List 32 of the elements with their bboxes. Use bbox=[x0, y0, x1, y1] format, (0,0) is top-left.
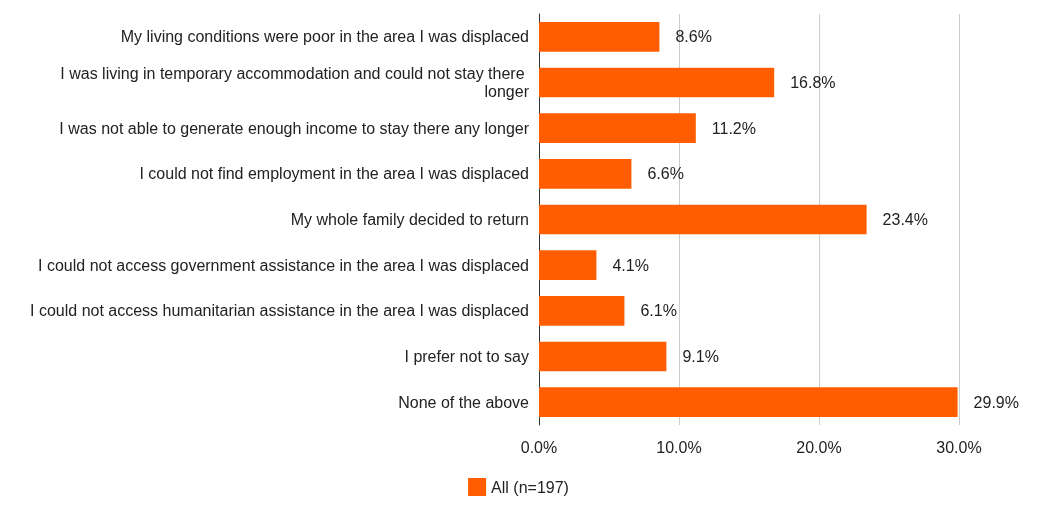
y-tick-label: I could not access government assistance in the area I was displaced bbox=[38, 256, 529, 274]
bar bbox=[539, 387, 958, 418]
data-label: 23.4% bbox=[882, 211, 928, 228]
data-label: 11.2% bbox=[711, 119, 756, 137]
y-tick-label: I could not access humanitarian assistance in the area I was displaced bbox=[30, 302, 529, 320]
data-label: 6.6% bbox=[647, 165, 684, 183]
x-tick-label: 30.0% bbox=[936, 438, 982, 456]
y-tick-label: I could not find employment in the area I was displaced bbox=[139, 165, 529, 183]
legend-label: All (n=197) bbox=[491, 478, 569, 496]
data-label: 4.1% bbox=[612, 256, 649, 274]
bar bbox=[539, 113, 696, 144]
y-tick-label: I prefer not to say bbox=[404, 348, 529, 365]
y-tick-label: I was living in temporary accommodation and could not stay there longer bbox=[60, 65, 530, 100]
bar bbox=[539, 67, 775, 98]
y-tick-label: I was not able to generate enough income to stay there any longer bbox=[59, 119, 530, 137]
data-label: 6.1% bbox=[640, 302, 677, 320]
data-label: 29.9% bbox=[973, 393, 1019, 411]
y-tick-label: None of the above bbox=[398, 393, 530, 411]
x-tick-label: 10.0% bbox=[656, 438, 702, 456]
bar bbox=[539, 295, 625, 326]
data-label: 8.6% bbox=[675, 28, 712, 46]
bar bbox=[539, 21, 660, 52]
y-tick-label: My whole family decided to return bbox=[290, 211, 529, 228]
bar bbox=[539, 341, 667, 372]
x-tick-label: 20.0% bbox=[796, 438, 842, 456]
x-tick-label: 0.0% bbox=[520, 438, 558, 456]
data-label: 16.8% bbox=[790, 74, 836, 91]
bar bbox=[539, 204, 867, 235]
bar bbox=[539, 250, 597, 281]
y-tick-label: My living conditions were poor in the area I was displaced bbox=[120, 28, 529, 46]
bar bbox=[539, 158, 632, 189]
data-label: 9.1% bbox=[682, 348, 719, 365]
